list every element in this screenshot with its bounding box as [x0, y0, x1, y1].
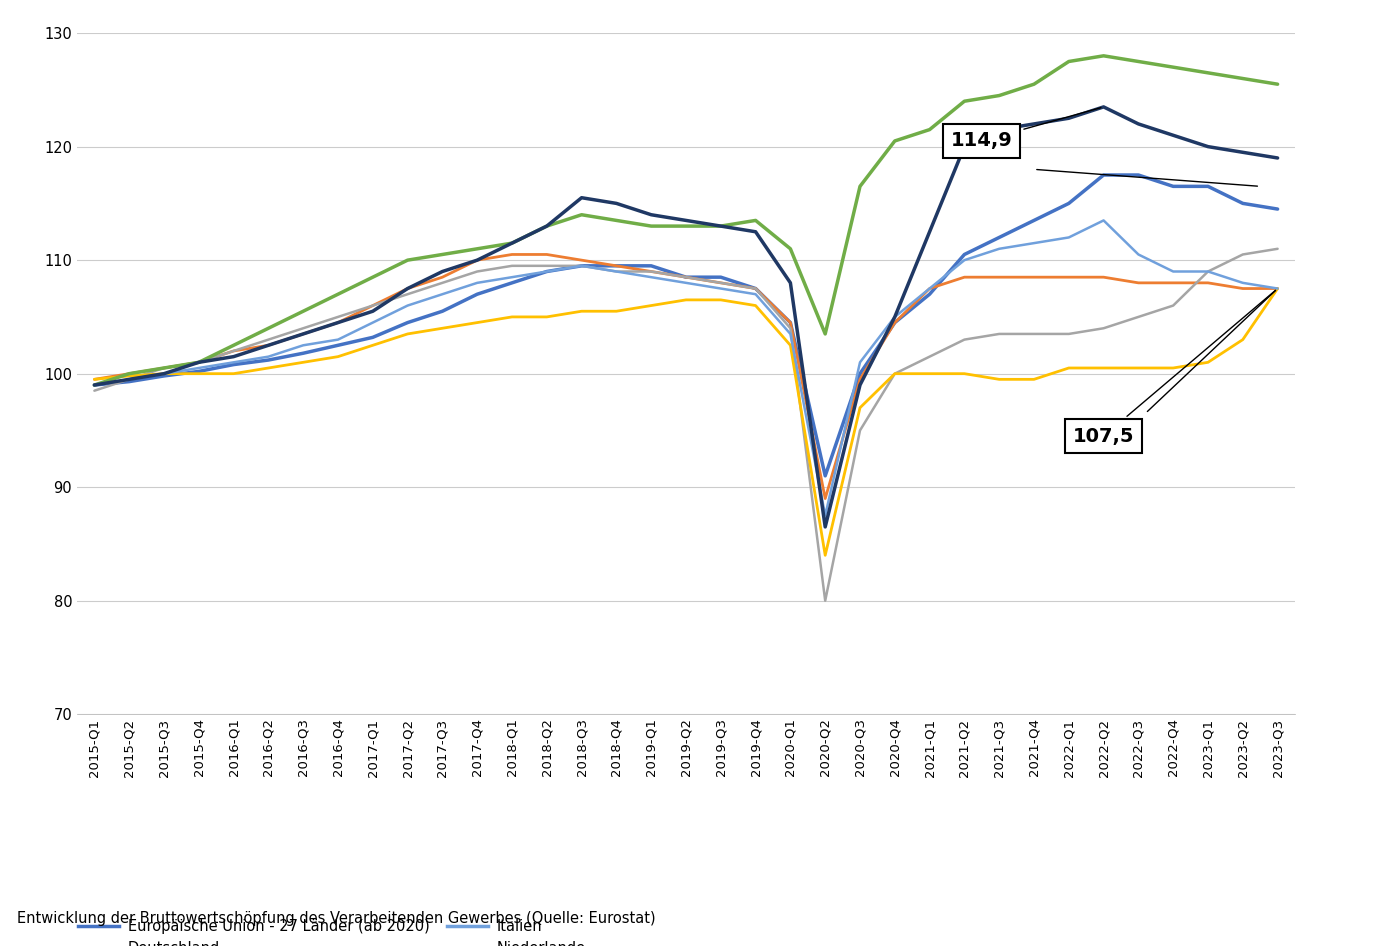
Legend: Europäische Union - 27 Länder (ab 2020), Deutschland, Spanien, Frankreich, Itali: Europäische Union - 27 Länder (ab 2020),… — [78, 920, 585, 946]
Text: Entwicklung der Bruttowertschöpfung des Verarbeitenden Gewerbes (Quelle: Eurosta: Entwicklung der Bruttowertschöpfung des … — [17, 911, 655, 926]
Text: 114,9: 114,9 — [951, 108, 1100, 150]
Text: 107,5: 107,5 — [1072, 290, 1275, 446]
